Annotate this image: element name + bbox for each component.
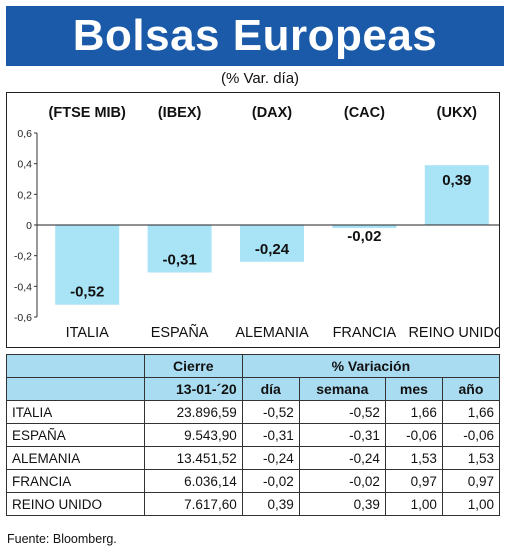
y-tick-label: -0,6	[14, 312, 32, 324]
y-tick-label: 0,6	[17, 128, 32, 140]
table-row: FRANCIA 6.036,14 -0,02 -0,02 0,97 0,97	[6, 469, 501, 493]
table-header-row-2: 13-01-´20 día semana mes año	[6, 377, 501, 401]
row-ano: 1,66	[441, 400, 501, 424]
data-label: -0,02	[347, 228, 381, 245]
row-ano: 0,97	[441, 469, 501, 493]
table-row: ITALIA 23.896,59 -0,52 -0,52 1,66 1,66	[6, 400, 501, 424]
blank-header-cell	[6, 354, 145, 378]
row-cierre: 23.896,59	[143, 400, 243, 424]
blank-header-cell	[6, 377, 145, 401]
row-mes: 1,53	[384, 446, 443, 470]
row-cierre: 6.036,14	[143, 469, 243, 493]
row-name: REINO UNIDO	[6, 492, 145, 516]
row-name: ALEMANIA	[6, 446, 145, 470]
chart-frame: 0,6 0,4 0,2 0 -0,2 -0,4 -0,6 (FTSE MIB) ITALIA -0…	[6, 92, 500, 348]
row-semana: 0,39	[298, 492, 386, 516]
y-tick-label: -0,4	[14, 281, 32, 293]
data-label: -0,52	[70, 284, 104, 301]
row-mes: 0,97	[384, 469, 443, 493]
index-label: (CAC)	[344, 105, 385, 121]
chart-subtitle: (% Var. día)	[220, 70, 300, 87]
row-name: ITALIA	[6, 400, 145, 424]
category-label: ALEMANIA	[235, 325, 309, 341]
index-label: (UKX)	[437, 105, 477, 121]
header-dia: día	[241, 377, 300, 401]
header-variacion: % Variación	[241, 354, 501, 378]
row-cierre: 13.451,52	[143, 446, 243, 470]
table-row: REINO UNIDO 7.617,60 0,39 0,39 1,00 1,00	[6, 492, 501, 516]
row-dia: -0,31	[241, 423, 300, 447]
chart-title: Bolsas Europeas	[72, 11, 438, 60]
source-note: Fuente: Bloomberg.	[7, 532, 117, 546]
index-label: (IBEX)	[158, 105, 202, 121]
row-dia: -0,02	[241, 469, 300, 493]
row-dia: -0,24	[241, 446, 300, 470]
table-row: ALEMANIA 13.451,52 -0,24 -0,24 1,53 1,53	[6, 446, 501, 470]
row-ano: -0,06	[441, 423, 501, 447]
row-semana: -0,02	[298, 469, 386, 493]
row-cierre: 9.543,90	[143, 423, 243, 447]
data-label: -0,31	[162, 252, 196, 269]
data-label: 0,39	[442, 172, 471, 189]
index-label: (DAX)	[252, 105, 292, 121]
y-tick-label: 0,4	[17, 159, 32, 171]
bar	[55, 225, 120, 305]
category-label: ITALIA	[66, 325, 110, 341]
row-dia: -0,52	[241, 400, 300, 424]
category-label: ESPAÑA	[151, 324, 209, 341]
y-tick-label: 0,2	[17, 189, 32, 201]
header-ano: año	[441, 377, 501, 401]
data-label: -0,24	[255, 241, 290, 258]
row-mes: -0,06	[384, 423, 443, 447]
row-mes: 1,00	[384, 492, 443, 516]
category-label: FRANCIA	[333, 325, 397, 341]
row-mes: 1,66	[384, 400, 443, 424]
title-banner: Bolsas Europeas	[6, 6, 504, 66]
bar	[332, 225, 397, 229]
row-semana: -0,52	[298, 400, 386, 424]
row-semana: -0,31	[298, 423, 386, 447]
row-dia: 0,39	[241, 492, 300, 516]
row-ano: 1,53	[441, 446, 501, 470]
row-semana: -0,24	[298, 446, 386, 470]
y-tick-label: 0	[26, 220, 32, 232]
row-name: ESPAÑA	[6, 423, 145, 447]
bar	[147, 225, 212, 273]
row-ano: 1,00	[441, 492, 501, 516]
row-cierre: 7.617,60	[143, 492, 243, 516]
bar	[240, 225, 304, 262]
table-row: ESPAÑA 9.543,90 -0,31 -0,31 -0,06 -0,06	[6, 423, 501, 447]
header-semana: semana	[298, 377, 386, 401]
header-mes: mes	[384, 377, 443, 401]
category-label: REINO UNIDO	[408, 325, 499, 341]
y-tick-label: -0,2	[14, 251, 32, 263]
header-cierre: Cierre	[143, 354, 243, 378]
data-table: Cierre % Variación 13-01-´20 día semana …	[6, 354, 501, 516]
bar	[424, 165, 489, 225]
table-header-row-1: Cierre % Variación	[6, 354, 501, 378]
row-name: FRANCIA	[6, 469, 145, 493]
index-label: (FTSE MIB)	[49, 105, 126, 121]
bar-chart: 0,6 0,4 0,2 0 -0,2 -0,4 -0,6 (FTSE MIB) ITALIA -0…	[14, 105, 499, 341]
header-date: 13-01-´20	[143, 377, 243, 401]
